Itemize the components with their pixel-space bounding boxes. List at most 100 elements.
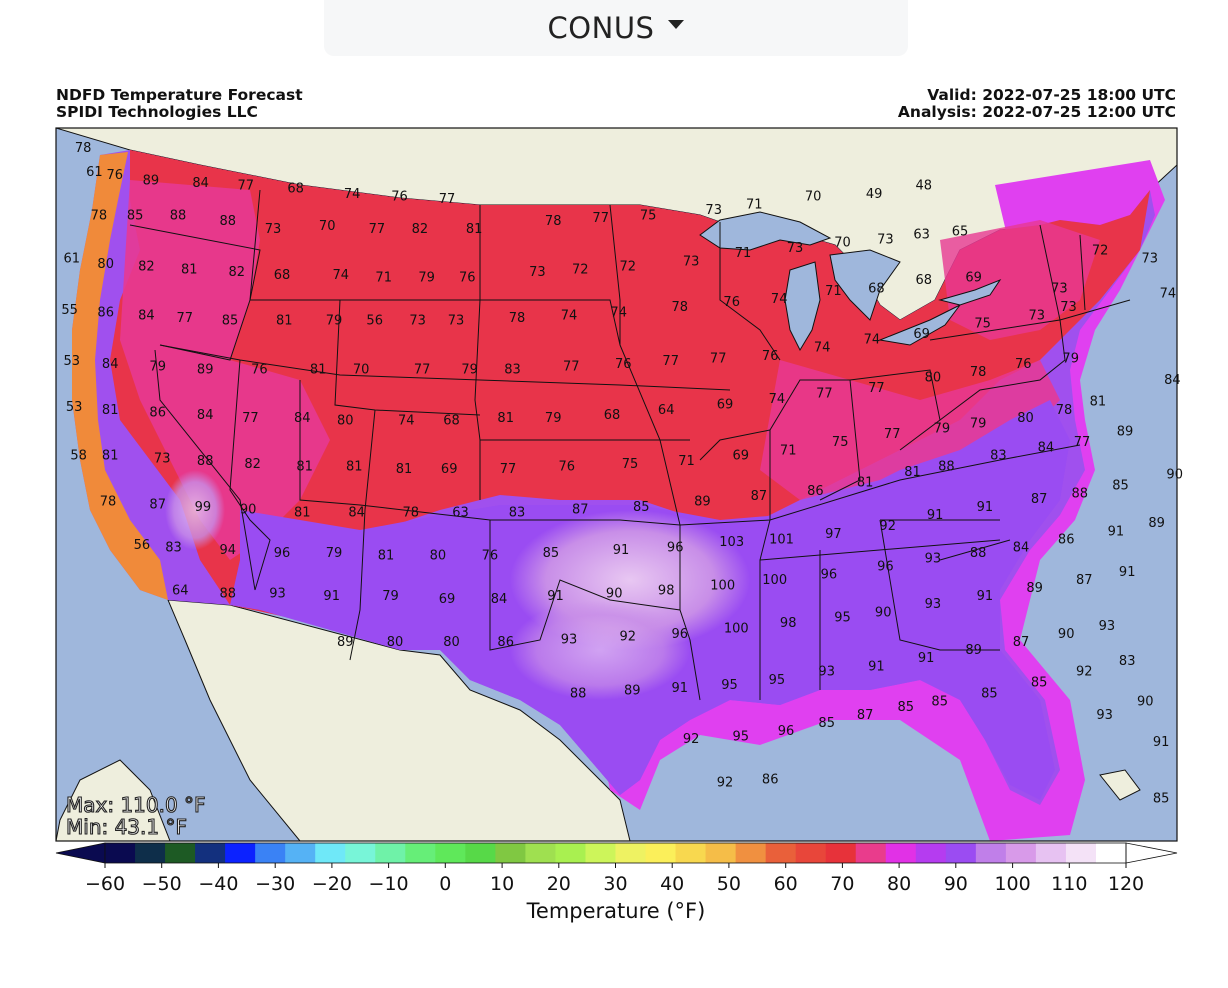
temperature-label: 78 — [403, 505, 420, 520]
colorbar-tick-label: 100 — [994, 873, 1030, 895]
temperature-label: 71 — [746, 198, 763, 213]
colorbar-tick-label: −20 — [312, 873, 352, 895]
temperature-label: 80 — [925, 370, 942, 385]
temperature-label: 78 — [672, 300, 689, 315]
temperature-label: 74 — [333, 268, 350, 283]
temperature-label: 78 — [509, 311, 526, 326]
temperature-label: 85 — [931, 694, 948, 709]
temperature-label: 96 — [778, 724, 795, 739]
temperature-label: 88 — [220, 214, 237, 229]
temperature-label: 77 — [868, 381, 885, 396]
temperature-label: 73 — [877, 233, 894, 248]
temperature-label: 93 — [818, 665, 835, 680]
state-borders — [129, 189, 1131, 701]
temperature-label: 77 — [884, 427, 901, 442]
colorbar-swatch — [615, 843, 647, 863]
temperature-label: 91 — [868, 659, 885, 674]
temperature-label: 76 — [459, 271, 476, 286]
temperature-label: 87 — [1076, 573, 1093, 588]
region-selector[interactable]: CONUS — [324, 0, 908, 56]
max-temp: Max: 110.0 °F — [66, 793, 206, 817]
temperature-label: 75 — [622, 457, 639, 472]
colorbar-extend-low — [55, 842, 106, 864]
temperature-label: 72 — [620, 260, 637, 275]
temperature-label: 74 — [771, 292, 788, 307]
pink-region-east — [760, 360, 1060, 500]
temperature-label: 71 — [375, 271, 392, 286]
temperature-label: 80 — [443, 635, 460, 650]
temperature-label: 86 — [1058, 532, 1075, 547]
temperature-label: 73 — [787, 241, 804, 256]
temperature-label: 79 — [461, 362, 478, 377]
temperature-label: 65 — [952, 225, 969, 240]
temperature-label: 76 — [251, 362, 268, 377]
colorbar-swatch — [735, 843, 767, 863]
temperature-label: 92 — [879, 519, 896, 534]
temperature-label: 84 — [348, 505, 365, 520]
temperature-label: 86 — [149, 406, 166, 421]
temperature-label: 74 — [610, 306, 627, 321]
temperature-label: 87 — [1031, 492, 1048, 507]
temperature-label: 89 — [624, 684, 641, 699]
colorbar-tick-label: −50 — [142, 873, 182, 895]
colorbar-swatch — [225, 843, 256, 863]
temperature-label: 84 — [102, 357, 119, 372]
temperature-label: 49 — [866, 187, 883, 202]
temperature-label: 85 — [633, 500, 650, 515]
great-lakes — [699, 211, 1002, 352]
temperature-label: 85 — [898, 700, 915, 715]
colorbar-swatch — [525, 843, 556, 863]
colorbar-swatch — [645, 843, 677, 863]
colorbar-tick-label: 0 — [439, 873, 451, 895]
colorbar-swatch — [465, 843, 496, 863]
temperature-label: 48 — [916, 179, 933, 194]
region-selector-value: CONUS — [547, 11, 655, 45]
colorbar-label: Temperature (°F) — [526, 899, 706, 923]
temperature-label: 74 — [814, 341, 831, 356]
temperature-label: 94 — [220, 543, 237, 558]
temperature-label: 79 — [326, 314, 343, 329]
temperature-label: 93 — [269, 586, 286, 601]
map-source: SPIDI Technologies LLC — [56, 103, 258, 121]
pink-region-northeast — [940, 220, 1100, 340]
temperature-label: 83 — [1119, 654, 1136, 669]
temperature-label: 77 — [414, 362, 431, 377]
temperature-label: 84 — [1013, 541, 1030, 556]
temperature-label: 100 — [762, 573, 787, 588]
temperature-label: 85 — [818, 716, 835, 731]
temperature-label: 83 — [509, 505, 526, 520]
temperature-label: 77 — [500, 462, 517, 477]
colorbar-swatch — [435, 843, 466, 863]
temperature-label: 69 — [965, 271, 982, 286]
temperature-label: 83 — [504, 362, 521, 377]
temperature-label: 71 — [825, 284, 842, 299]
temperature-label: 88 — [938, 460, 955, 475]
temperature-label: 99 — [195, 500, 212, 515]
temperature-label: 85 — [127, 208, 144, 223]
temperature-label: 89 — [1026, 581, 1043, 596]
colorbar-swatch — [105, 843, 136, 863]
temperature-label: 87 — [857, 708, 874, 723]
temperature-label: 95 — [769, 673, 786, 688]
colorbar-tick-label: 60 — [774, 873, 798, 895]
colorbar-swatch — [945, 843, 977, 863]
temperature-label: 80 — [97, 257, 114, 272]
temperature-label: 86 — [807, 484, 824, 499]
temperature-label: 81 — [857, 476, 874, 491]
temperature-label: 101 — [769, 532, 794, 547]
temperature-label: 77 — [1074, 435, 1091, 450]
temperature-label: 69 — [717, 397, 734, 412]
temperature-label: 74 — [864, 333, 881, 348]
temperature-label: 90 — [1137, 694, 1154, 709]
colorbar-tick-label: 50 — [717, 873, 741, 895]
colorbar-swatch — [975, 843, 1007, 863]
temperature-label: 89 — [143, 173, 160, 188]
temperature-label: 64 — [172, 584, 189, 599]
hot-spot-death-valley — [165, 470, 225, 550]
temperature-label: 76 — [482, 549, 499, 564]
temperature-label: 96 — [667, 541, 684, 556]
temperature-label: 63 — [452, 505, 469, 520]
map-header-left: NDFD Temperature Forecast SPIDI Technolo… — [56, 87, 303, 121]
colorbar-swatch — [135, 843, 166, 863]
